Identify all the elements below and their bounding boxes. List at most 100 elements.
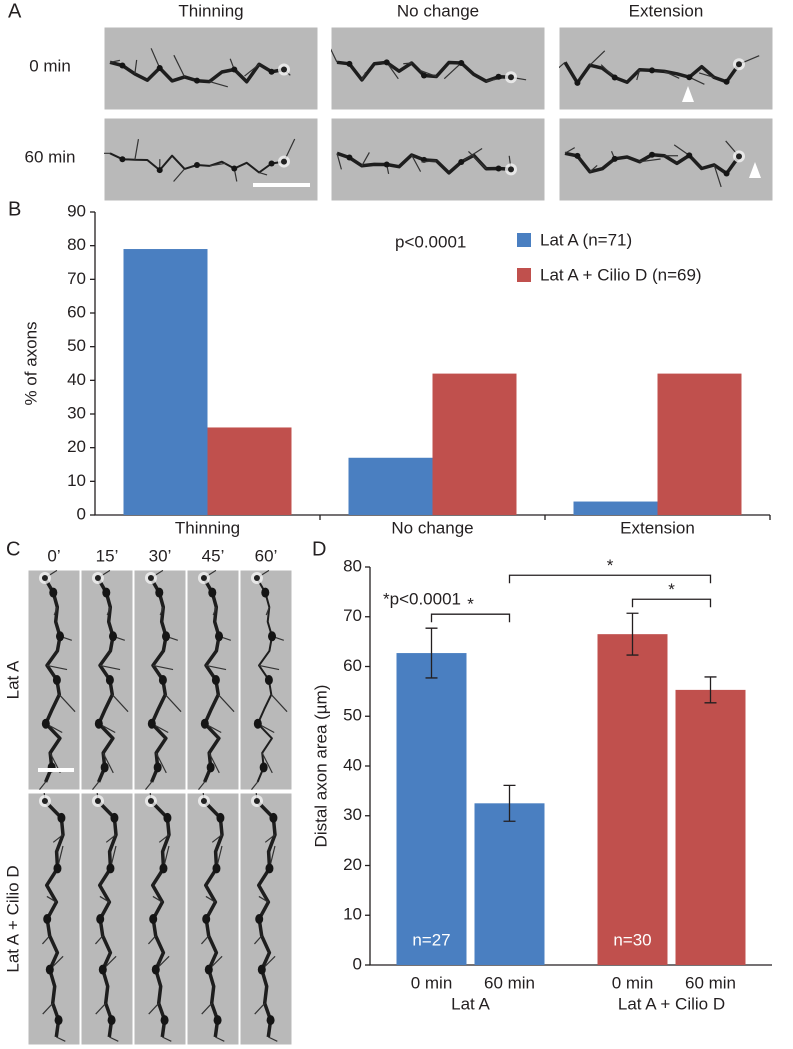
scale-bar xyxy=(38,768,74,772)
legend-label: Lat A (n=71) xyxy=(540,230,632,249)
branch xyxy=(209,162,226,167)
row-label: Lat A + Cilio D xyxy=(3,865,22,972)
branch xyxy=(265,606,270,616)
bead xyxy=(158,675,167,685)
bead xyxy=(204,964,213,975)
y-axis-label: Distal axon area (µm) xyxy=(311,685,330,848)
growth-cone-core xyxy=(253,798,260,804)
y-tick-label: 70 xyxy=(343,606,362,625)
row-label: Lat A xyxy=(3,660,22,699)
bead xyxy=(495,73,502,80)
growth-cone-core xyxy=(508,74,514,81)
branch xyxy=(713,164,722,188)
row-label: 0 min xyxy=(29,56,71,75)
branch xyxy=(254,1002,266,1015)
micrograph xyxy=(133,569,187,791)
branch xyxy=(173,54,186,78)
x-tick-label: 60 min xyxy=(484,973,535,992)
branch xyxy=(564,147,576,154)
image-content xyxy=(38,570,76,790)
bead xyxy=(421,72,427,79)
bead xyxy=(56,631,65,642)
micrograph xyxy=(80,792,134,1046)
image-content xyxy=(91,570,129,790)
y-tick-label: 60 xyxy=(343,656,362,675)
image-content xyxy=(559,50,760,86)
branch xyxy=(254,935,263,945)
branch xyxy=(109,1036,119,1042)
bead xyxy=(208,587,217,598)
bar xyxy=(573,501,658,515)
branch xyxy=(198,781,206,790)
bar xyxy=(675,689,746,965)
branch xyxy=(95,1002,107,1015)
bead xyxy=(723,170,730,177)
branch xyxy=(201,1002,213,1015)
panel-label: D xyxy=(312,538,326,560)
bead xyxy=(54,1015,63,1026)
branch xyxy=(53,606,58,616)
micrograph xyxy=(133,792,187,1046)
branch xyxy=(106,606,111,616)
y-tick-label: 90 xyxy=(67,201,86,220)
growth-cone-core xyxy=(200,798,207,804)
bead xyxy=(723,78,730,85)
bead xyxy=(162,631,171,642)
micrograph xyxy=(27,569,81,791)
y-tick-label: 30 xyxy=(67,403,86,422)
image-content xyxy=(250,793,278,1042)
bead xyxy=(156,65,163,72)
branch xyxy=(270,694,288,713)
micrograph xyxy=(186,569,240,791)
branch xyxy=(134,139,140,160)
bead xyxy=(346,60,353,67)
arrowhead xyxy=(682,86,694,102)
x-tick-label: 60 min xyxy=(685,973,736,992)
image-content xyxy=(250,570,288,790)
branch xyxy=(258,895,269,903)
bead xyxy=(574,79,581,86)
bead xyxy=(109,631,118,642)
bead xyxy=(163,812,172,823)
branch xyxy=(99,664,121,671)
bead xyxy=(107,1015,116,1026)
branch xyxy=(268,1036,278,1042)
bead xyxy=(49,587,58,598)
bead xyxy=(649,151,655,158)
bead xyxy=(94,718,103,729)
y-tick-label: 10 xyxy=(343,905,362,924)
branch xyxy=(173,168,186,182)
bead xyxy=(194,77,200,84)
bead xyxy=(257,964,266,975)
branch xyxy=(46,664,68,671)
error-bar xyxy=(425,627,438,679)
bead xyxy=(216,812,225,823)
bead xyxy=(119,62,126,69)
branch xyxy=(698,72,715,78)
y-tick-label: 0 xyxy=(77,504,86,523)
bead xyxy=(110,812,119,823)
y-tick-label: 40 xyxy=(67,370,86,389)
branch xyxy=(164,694,182,713)
branch xyxy=(468,150,487,170)
bead xyxy=(458,59,465,66)
branch xyxy=(443,62,462,80)
time-label: 45’ xyxy=(202,546,225,565)
image-bg xyxy=(330,117,546,202)
time-label: 0’ xyxy=(47,546,60,565)
y-axis-label: % of axons xyxy=(21,321,40,405)
branch xyxy=(211,834,223,843)
branch xyxy=(217,694,235,713)
bead xyxy=(383,161,390,168)
significance-bracket xyxy=(430,613,511,623)
x-tick-label: Extension xyxy=(620,518,695,537)
panel-label: B xyxy=(8,198,21,220)
branch xyxy=(99,895,110,903)
branch xyxy=(361,152,370,167)
branch xyxy=(42,1002,54,1015)
bead xyxy=(213,1015,222,1026)
branch xyxy=(109,59,121,63)
branch xyxy=(56,1036,66,1042)
micrograph xyxy=(558,117,774,202)
